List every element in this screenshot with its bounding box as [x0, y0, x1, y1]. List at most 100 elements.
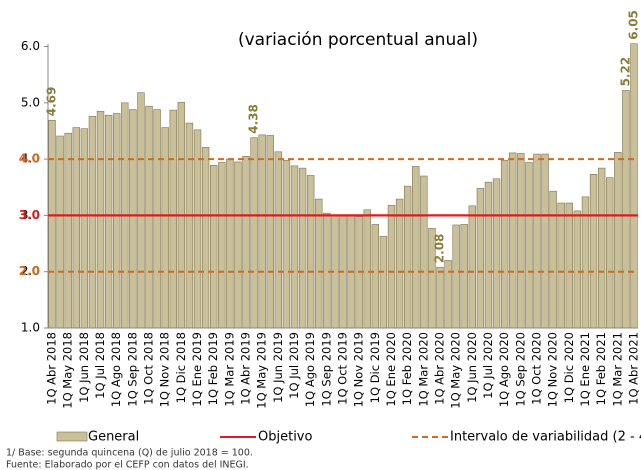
footnote: Fuente: Elaborado por el CEFP con datos …	[6, 460, 249, 470]
bar	[88, 116, 97, 329]
data-label: 5.22	[618, 57, 632, 87]
x-tick-label: 1Q Sep 2019	[319, 332, 333, 407]
x-tick-label: 1Q Jul 2020	[481, 332, 495, 399]
x-tick-label: 1Q Ago 2019	[303, 332, 317, 407]
x-tick-label: 1Q Nov 2018	[158, 332, 172, 407]
bar	[476, 188, 485, 329]
x-tick-label: 1Q May 2020	[449, 332, 463, 409]
bar	[56, 135, 64, 329]
data-label: 2.08	[432, 234, 446, 264]
x-tick-label: 1Q Ene 2019	[190, 332, 204, 407]
x-tick-label: 1Q Jun 2020	[465, 332, 479, 403]
reference-label: 4.0	[19, 152, 40, 166]
bar	[379, 235, 388, 329]
footnote: 1/ Base: segunda quincena (Q) de julio 2…	[6, 448, 253, 459]
bar	[323, 212, 331, 329]
bar	[468, 205, 477, 329]
bar	[565, 202, 573, 329]
bar	[266, 135, 274, 329]
x-tick-label: 1Q Feb 2020	[400, 332, 414, 405]
x-tick-label: 1Q Oct 2019	[336, 332, 350, 405]
x-tick-label: 1Q Dic 2019	[368, 332, 382, 403]
bar	[274, 151, 283, 329]
bar	[104, 114, 113, 329]
x-tick-label: 1Q Abr 2018	[45, 332, 59, 405]
bar	[371, 224, 380, 329]
bar	[113, 113, 121, 329]
bar	[226, 158, 234, 329]
x-tick-label: 1Q Oct 2020	[529, 332, 543, 405]
reference-label: 2.0	[19, 264, 40, 278]
bar	[630, 43, 638, 329]
bar	[597, 167, 606, 329]
bar	[72, 127, 80, 329]
x-tick-label: 1Q Ago 2018	[109, 332, 123, 407]
bar	[250, 137, 258, 329]
bar	[218, 162, 226, 329]
bar	[549, 190, 557, 329]
bar	[387, 204, 396, 329]
bar	[412, 166, 420, 329]
bar	[234, 161, 242, 329]
chart-subtitle: (variación porcentual anual)	[238, 30, 478, 50]
bar	[395, 198, 404, 329]
y-tick-label: 4.0	[21, 152, 40, 166]
x-tick-label: 1Q Abr 2019	[239, 332, 253, 405]
bar	[363, 209, 371, 329]
bar	[145, 105, 153, 329]
bar	[201, 146, 210, 329]
bar	[290, 165, 299, 329]
reference-label: 3.0	[19, 208, 40, 222]
y-tick-label: 1.0	[21, 321, 40, 335]
bar	[614, 152, 622, 329]
bar	[64, 132, 72, 329]
x-tick-label: 1Q Jun 2018	[77, 332, 91, 403]
x-tick-label: 1Q May 2018	[61, 332, 75, 409]
bar	[452, 224, 460, 329]
x-tick-label: 1Q Nov 2019	[352, 332, 366, 407]
bar	[169, 109, 177, 329]
bar	[209, 165, 218, 329]
bar	[129, 109, 137, 329]
x-tick-label: 1Q Dic 2018	[174, 332, 188, 403]
bar	[557, 202, 565, 329]
x-tick-label: 1Q Oct 2018	[142, 332, 156, 405]
bar	[185, 122, 194, 329]
bar	[137, 92, 145, 329]
x-tick-label: 1Q Sep 2018	[125, 332, 139, 407]
bar	[282, 159, 291, 329]
bar	[500, 159, 509, 329]
x-tick-label: 1Q Abr 2020	[432, 332, 446, 405]
x-tick-label: 1Q Mar 2021	[610, 332, 624, 407]
bar	[589, 174, 598, 329]
data-label: 6.05	[626, 10, 640, 40]
bar	[517, 153, 525, 329]
bar	[436, 266, 444, 329]
x-tick-label: 1Q Abr 2021	[626, 332, 640, 405]
x-tick-label: 1Q Ene 2020	[384, 332, 398, 407]
y-tick-label: 3.0	[21, 208, 40, 222]
x-tick-label: 1Q Jul 2018	[93, 332, 107, 399]
x-tick-label: 1Q Ago 2020	[497, 332, 511, 407]
bar	[492, 178, 501, 329]
bar	[161, 127, 169, 329]
legend-swatch	[56, 431, 88, 442]
bar	[420, 175, 428, 329]
legend-label: General	[88, 430, 139, 445]
x-tick-label: 1Q Nov 2020	[546, 332, 560, 407]
x-tick-label: 1Q Mar 2020	[416, 332, 430, 407]
x-tick-label: 1Q Dic 2020	[562, 332, 576, 403]
bar	[541, 153, 549, 329]
bar	[298, 167, 307, 329]
bar	[315, 198, 323, 329]
data-label: 4.38	[247, 104, 261, 134]
bar	[460, 224, 468, 329]
x-tick-label: 1Q Ene 2021	[578, 332, 592, 407]
bar	[533, 153, 541, 329]
x-tick-label: 1Q Mar 2019	[222, 332, 236, 407]
bar	[258, 134, 266, 329]
bar	[96, 110, 105, 329]
x-tick-label: 1Q Jul 2019	[287, 332, 301, 399]
x-tick-label: 1Q Feb 2021	[594, 332, 608, 405]
